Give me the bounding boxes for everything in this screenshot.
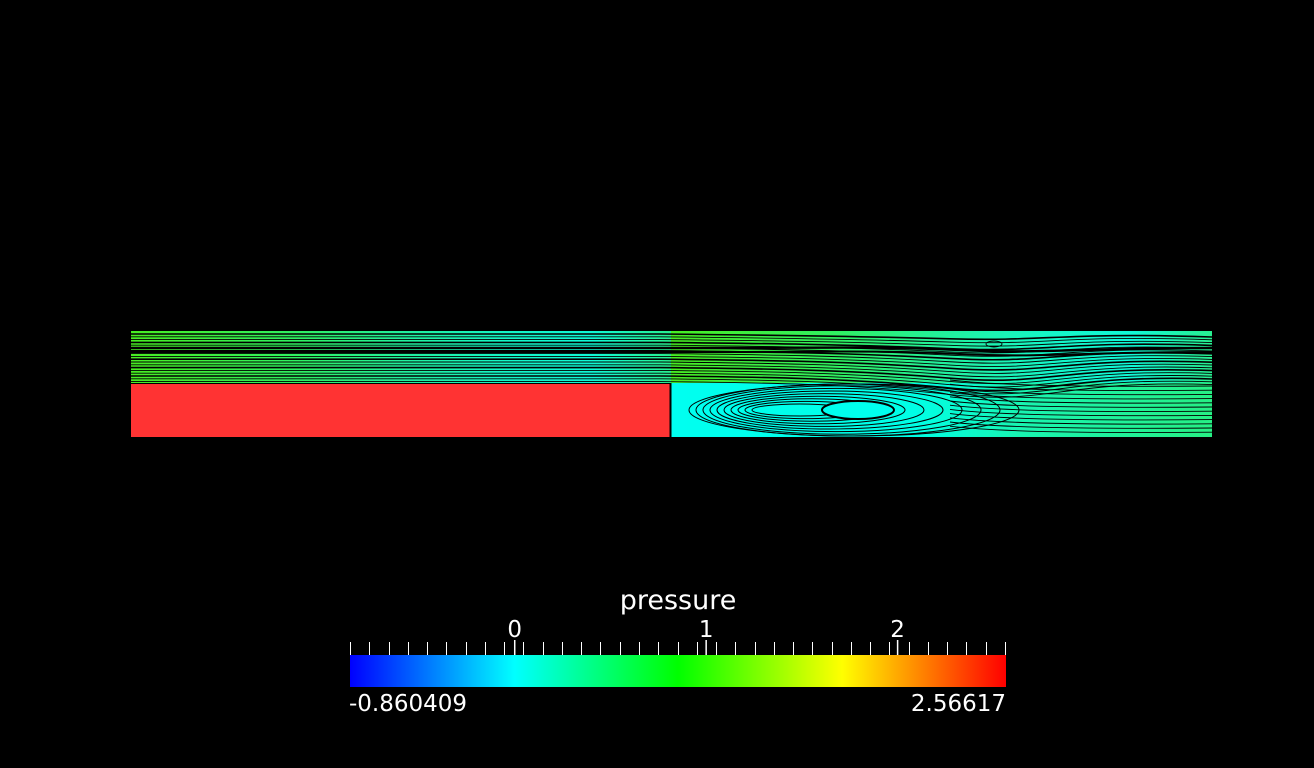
tick-label: 0	[507, 617, 523, 643]
streamline	[131, 333, 1213, 341]
streamline	[949, 421, 1213, 429]
streamline	[949, 396, 1213, 404]
streamline	[131, 369, 1213, 385]
streamline	[949, 408, 1213, 417]
streamline	[131, 361, 1213, 374]
streamline	[131, 375, 1213, 392]
colorbar-ticks	[350, 640, 1006, 656]
streamline	[131, 353, 1213, 364]
streamline	[131, 372, 1213, 388]
streamline	[949, 404, 1213, 412]
streamline	[131, 344, 1213, 354]
streamline	[131, 350, 1213, 357]
vortex-streamline	[730, 395, 906, 425]
streamline	[131, 366, 1213, 382]
vortex-streamline	[688, 383, 1020, 437]
streamline	[949, 379, 1213, 387]
vortex-streamline	[709, 387, 963, 433]
vortex-core	[821, 400, 895, 420]
streamline	[131, 364, 1213, 378]
colorbar	[350, 655, 1006, 687]
vortex-streamline	[702, 385, 982, 435]
streamline	[949, 383, 1213, 391]
legend-title: pressure	[619, 585, 737, 616]
range-min-label: -0.860409	[349, 691, 468, 717]
streamline	[949, 413, 1213, 421]
vortex-streamline	[723, 393, 925, 427]
tick-label: 2	[890, 617, 905, 643]
recirculation-vortex	[688, 383, 1020, 437]
streamline	[131, 378, 1213, 395]
tick-label: 1	[698, 617, 714, 643]
streamline	[949, 387, 1213, 396]
streamline	[131, 336, 1213, 344]
streamline	[131, 358, 1213, 371]
streamline	[949, 400, 1213, 408]
upper-eddy	[985, 340, 1003, 348]
step-block	[131, 384, 670, 437]
streamline	[131, 339, 1213, 347]
streamline	[131, 355, 1213, 368]
range-max-label: 2.56617	[910, 691, 1006, 717]
streamline	[949, 417, 1213, 425]
streamline	[131, 346, 1213, 353]
vortex-streamline	[716, 390, 944, 430]
